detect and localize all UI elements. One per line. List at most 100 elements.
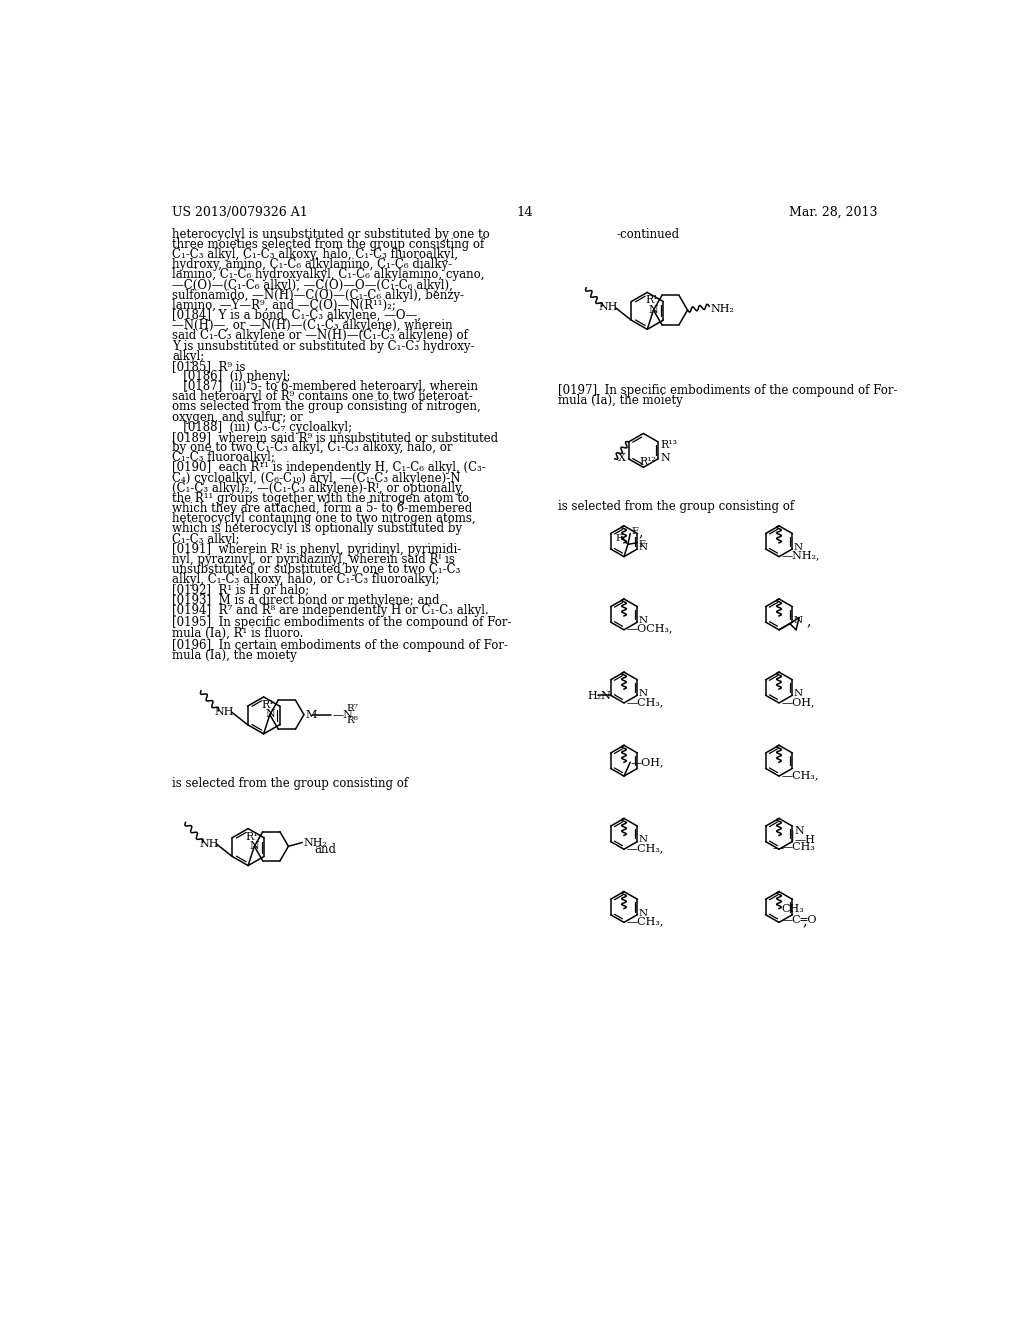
Text: R¹: R¹ (261, 700, 274, 710)
Text: sulfonamido, —N(H)—C(O)—(C₁-C₆ alkyl), benzy-: sulfonamido, —N(H)—C(O)—(C₁-C₆ alkyl), b… (172, 289, 464, 302)
Text: [0192]  R¹ is H or halo;: [0192] R¹ is H or halo; (172, 583, 309, 597)
Text: said heteroaryl of R⁹ contains one to two heteroat-: said heteroaryl of R⁹ contains one to tw… (172, 391, 473, 404)
Text: NH₂: NH₂ (304, 838, 328, 847)
Text: Mar. 28, 2013: Mar. 28, 2013 (788, 206, 878, 219)
Text: nyl, pyrazinyl, or pyridazinyl, wherein said Rᴵ is: nyl, pyrazinyl, or pyridazinyl, wherein … (172, 553, 455, 566)
Text: [0186]  (i) phenyl;: [0186] (i) phenyl; (172, 370, 291, 383)
Text: —: — (773, 843, 784, 853)
Text: NH₂: NH₂ (711, 304, 734, 314)
Text: oms selected from the group consisting of nitrogen,: oms selected from the group consisting o… (172, 400, 481, 413)
Text: N: N (649, 305, 658, 314)
Text: and: and (314, 843, 336, 857)
Text: mula (Ia), R¹ is fluoro.: mula (Ia), R¹ is fluoro. (172, 627, 303, 639)
Text: NH: NH (215, 708, 234, 717)
Text: [0189]  wherein said R⁹ is unsubstituted or substituted: [0189] wherein said R⁹ is unsubstituted … (172, 430, 499, 444)
Text: R¹: R¹ (645, 296, 657, 305)
Text: —N: —N (333, 710, 353, 719)
Text: [0193]  M is a direct bond or methylene; and: [0193] M is a direct bond or methylene; … (172, 594, 439, 607)
Text: (C₁-C₃ alkyl)₂, —(C₁-C₃ alkylene)-Rᴵ, or optionally,: (C₁-C₃ alkyl)₂, —(C₁-C₃ alkylene)-Rᴵ, or… (172, 482, 464, 495)
Text: which is heterocyclyl is optionally substituted by: which is heterocyclyl is optionally subs… (172, 523, 462, 536)
Text: F: F (631, 528, 638, 536)
Text: H₂N: H₂N (588, 692, 611, 701)
Text: N: N (794, 616, 803, 624)
Text: alkyl;: alkyl; (172, 350, 205, 363)
Text: N: N (639, 543, 648, 552)
Text: —CH₃,: —CH₃, (627, 916, 664, 927)
Text: which they are attached, form a 5- to 6-membered: which they are attached, form a 5- to 6-… (172, 502, 472, 515)
Text: [0197]  In specific embodiments of the compound of For-: [0197] In specific embodiments of the co… (558, 384, 898, 397)
Text: C₁-C₃ fluoroalkyl;: C₁-C₃ fluoroalkyl; (172, 451, 275, 465)
Text: N: N (794, 543, 803, 552)
Text: [0185]  R⁹ is: [0185] R⁹ is (172, 360, 246, 372)
Text: three moieties selected from the group consisting of: three moieties selected from the group c… (172, 238, 484, 251)
Text: R⁸: R⁸ (346, 717, 358, 725)
Text: —CH₃,: —CH₃, (627, 697, 664, 706)
Text: |: | (791, 830, 795, 841)
Text: unsubstituted or substituted by one to two C₁-C₃: unsubstituted or substituted by one to t… (172, 564, 461, 576)
Text: lamino, C₁-C₆ hydroxyalkyl, C₁-C₆ alkylamino, cyano,: lamino, C₁-C₆ hydroxyalkyl, C₁-C₆ alkyla… (172, 268, 484, 281)
Text: [0184]  Y is a bond, C₁-C₃ alkylene, —O—,: [0184] Y is a bond, C₁-C₃ alkylene, —O—, (172, 309, 421, 322)
Text: R¹²: R¹² (640, 457, 656, 467)
Text: N: N (794, 689, 803, 698)
Text: —CH₃,: —CH₃, (781, 770, 819, 780)
Text: is selected from the group consisting of: is selected from the group consisting of (172, 777, 409, 789)
Text: —CH₃,: —CH₃, (627, 843, 664, 853)
Text: N: N (639, 836, 648, 845)
Text: C₁-C₃ alkyl;: C₁-C₃ alkyl; (172, 532, 240, 545)
Text: N: N (660, 454, 671, 463)
Text: [0187]  (ii) 5- to 6-membered heteroaryl, wherein: [0187] (ii) 5- to 6-membered heteroaryl,… (172, 380, 478, 393)
Text: C₄) cycloalkyl, (C₆-C₁₀) aryl, —(C₁-C₃ alkylene)-N: C₄) cycloalkyl, (C₆-C₁₀) aryl, —(C₁-C₃ a… (172, 471, 461, 484)
Text: lamino, —Y—R⁹, and —C(O)—N(R¹¹)₂;: lamino, —Y—R⁹, and —C(O)—N(R¹¹)₂; (172, 298, 396, 312)
Text: [0191]  wherein Rᴵ is phenyl, pyridinyl, pyrimidi-: [0191] wherein Rᴵ is phenyl, pyridinyl, … (172, 543, 462, 556)
Text: N: N (639, 908, 648, 917)
Text: F: F (615, 533, 623, 543)
Text: mula (Ia), the moiety: mula (Ia), the moiety (172, 649, 297, 663)
Text: F: F (638, 540, 645, 549)
Text: said C₁-C₃ alkylene or —N(H)—(C₁-C₃ alkylene) of: said C₁-C₃ alkylene or —N(H)—(C₁-C₃ alky… (172, 330, 468, 342)
Text: R¹: R¹ (246, 832, 258, 842)
Text: ,: , (802, 915, 807, 929)
Text: —N(H)—, or —N(H)—(C₁-C₃ alkylene), wherein: —N(H)—, or —N(H)—(C₁-C₃ alkylene), where… (172, 319, 453, 333)
Text: [0194]  R⁷ and R⁸ are independently H or C₁-C₃ alkyl.: [0194] R⁷ and R⁸ are independently H or … (172, 603, 488, 616)
Text: is selected from the group consisting of: is selected from the group consisting of (558, 500, 795, 513)
Text: the R¹¹ groups together with the nitrogen atom to: the R¹¹ groups together with the nitroge… (172, 492, 469, 506)
Text: heterocyclyl containing one to two nitrogen atoms,: heterocyclyl containing one to two nitro… (172, 512, 476, 525)
Text: —CH₃: —CH₃ (781, 842, 815, 851)
Text: —OH,: —OH, (631, 756, 665, 767)
Text: heterocyclyl is unsubstituted or substituted by one to: heterocyclyl is unsubstituted or substit… (172, 227, 489, 240)
Text: R¹³: R¹³ (660, 440, 678, 450)
Text: N: N (639, 689, 648, 698)
Text: NH: NH (599, 302, 618, 313)
Text: oxygen, and sulfur; or: oxygen, and sulfur; or (172, 411, 303, 424)
Text: alkyl, C₁-C₃ alkoxy, halo, or C₁-C₃ fluoroalkyl;: alkyl, C₁-C₃ alkoxy, halo, or C₁-C₃ fluo… (172, 573, 439, 586)
Text: [0188]  (iii) C₃-C₇ cycloalkyl;: [0188] (iii) C₃-C₇ cycloalkyl; (172, 421, 352, 434)
Text: [0195]  In specific embodiments of the compound of For-: [0195] In specific embodiments of the co… (172, 616, 512, 630)
Text: 14: 14 (516, 206, 534, 219)
Text: N: N (250, 841, 259, 851)
Text: ,: , (639, 525, 643, 539)
Text: N: N (265, 709, 274, 719)
Text: C₁-C₃ alkyl, C₁-C₃ alkoxy, halo, C₁-C₃ fluoroalkyl,: C₁-C₃ alkyl, C₁-C₃ alkoxy, halo, C₁-C₃ f… (172, 248, 458, 261)
Text: —NH₂,: —NH₂, (781, 550, 820, 561)
Text: [0196]  In certain embodiments of the compound of For-: [0196] In certain embodiments of the com… (172, 639, 508, 652)
Text: by one to two C₁-C₃ alkyl, C₁-C₃ alkoxy, halo, or: by one to two C₁-C₃ alkyl, C₁-C₃ alkoxy,… (172, 441, 453, 454)
Text: —OH,: —OH, (781, 697, 815, 706)
Text: US 2013/0079326 A1: US 2013/0079326 A1 (172, 206, 308, 219)
Text: N: N (639, 616, 648, 624)
Text: —C(O)—(C₁-C₆ alkyl), —C(O)—O—(C₁-C₆ alkyl),: —C(O)—(C₁-C₆ alkyl), —C(O)—O—(C₁-C₆ alky… (172, 279, 453, 292)
Text: Y is unsubstituted or substituted by C₁-C₃ hydroxy-: Y is unsubstituted or substituted by C₁-… (172, 339, 475, 352)
Text: CH₃: CH₃ (781, 904, 804, 913)
Text: —H: —H (795, 836, 816, 845)
Text: —C═O: —C═O (781, 915, 817, 925)
Text: ,: , (807, 614, 811, 628)
Text: R⁷: R⁷ (346, 704, 358, 713)
Text: -continued: -continued (616, 227, 679, 240)
Text: M: M (305, 710, 316, 719)
Text: hydroxy, amino, C₁-C₆ alkylamino, C₁-C₆ dialky-: hydroxy, amino, C₁-C₆ alkylamino, C₁-C₆ … (172, 259, 453, 271)
Text: mula (Ia), the moiety: mula (Ia), the moiety (558, 395, 683, 407)
Text: N: N (794, 826, 804, 836)
Text: [0190]  each R¹¹ is independently H, C₁-C₆ alkyl, (C₃-: [0190] each R¹¹ is independently H, C₁-C… (172, 462, 486, 474)
Text: NH: NH (200, 838, 219, 849)
Text: —OCH₃,: —OCH₃, (627, 623, 673, 634)
Text: X: X (617, 454, 626, 463)
